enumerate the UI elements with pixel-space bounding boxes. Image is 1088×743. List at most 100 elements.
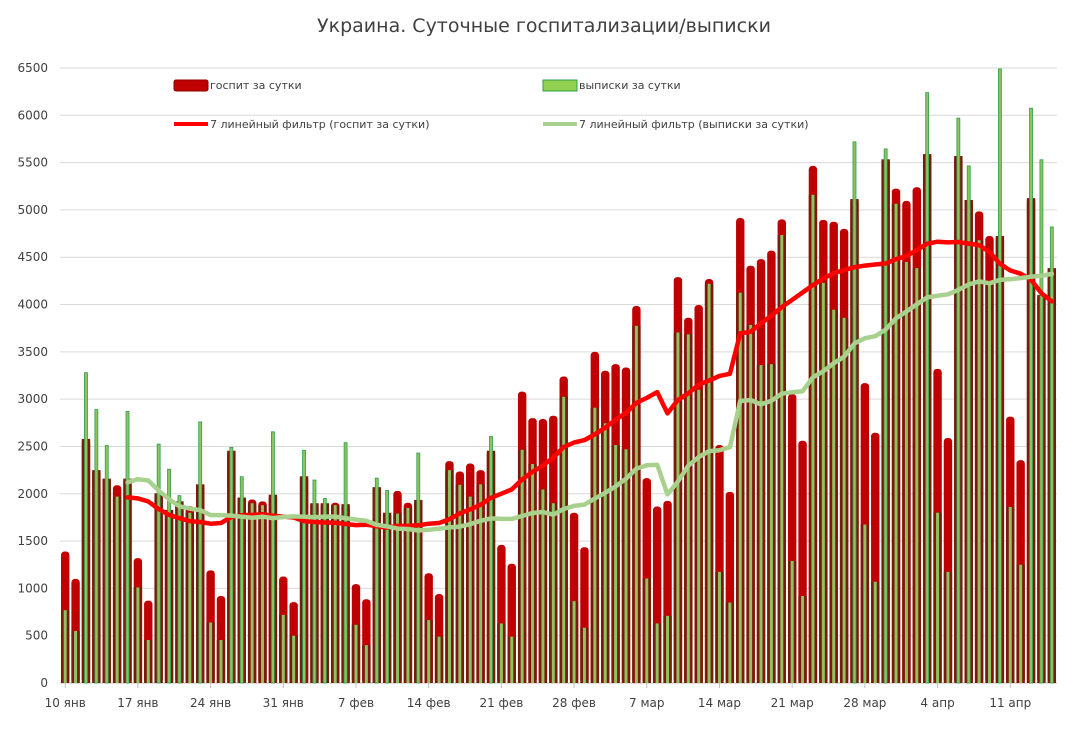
line-discharge-ma	[125, 271, 1055, 533]
y-tick-label: 5000	[17, 203, 48, 217]
x-tick-label: 24 янв	[190, 696, 231, 710]
bar-discharge	[115, 496, 119, 683]
bar-discharge	[531, 463, 535, 683]
legend-label-hosp: госпит за сутки	[210, 79, 302, 92]
bar-discharge	[396, 513, 400, 683]
bar-discharge	[416, 452, 421, 684]
bar-discharge	[146, 639, 150, 683]
bar-discharge	[634, 325, 638, 683]
bar-discharge	[239, 476, 244, 684]
bar-discharge	[343, 442, 348, 684]
chart-title: Украина. Суточные госпитализации/выписки	[317, 15, 771, 37]
bar-discharge	[63, 610, 67, 683]
bar-discharge	[832, 309, 836, 683]
legend-swatch-discharge	[542, 79, 578, 92]
x-tick-label: 17 янв	[117, 696, 158, 710]
bar-discharge	[447, 470, 451, 683]
bar-discharge	[936, 512, 940, 683]
bar-discharge	[686, 334, 690, 683]
bar-discharge	[582, 627, 586, 683]
bar-discharge	[385, 490, 390, 684]
y-tick-label: 3500	[17, 345, 48, 359]
bar-discharge	[987, 281, 991, 683]
bar-discharge	[977, 240, 981, 683]
bar-discharge	[136, 587, 140, 683]
bar-discharge	[250, 503, 254, 683]
gridlines	[60, 67, 1057, 684]
y-tick-label: 3000	[17, 392, 48, 406]
y-tick-label: 0	[40, 676, 48, 690]
x-tick-label: 28 мар	[843, 696, 886, 710]
bar-discharge	[188, 512, 192, 683]
bar-discharge	[302, 449, 306, 684]
bar-discharge	[437, 636, 441, 683]
y-tick-label: 1500	[17, 534, 48, 548]
x-tick-label: 14 мар	[698, 696, 741, 710]
bar-discharge	[261, 505, 265, 683]
bar-discharge	[769, 364, 773, 683]
bar-discharge	[499, 623, 503, 683]
bar-discharge	[655, 623, 659, 683]
bar-discharge	[749, 324, 753, 683]
bar-discharge	[603, 423, 607, 683]
bar-discharge	[821, 282, 825, 683]
legend: госпит за сутки выписки за сутки 7 линей…	[173, 79, 809, 131]
bar-discharge	[894, 203, 898, 683]
bar-discharge	[904, 261, 908, 683]
bar-discharge	[406, 507, 410, 683]
trendlines	[125, 239, 1055, 533]
bar-discharge	[219, 639, 223, 683]
bar-discharge	[997, 68, 1002, 684]
bar-discharge	[333, 505, 337, 683]
bar-discharge	[759, 365, 763, 683]
bar-discharge	[645, 578, 649, 683]
legend-item-discharge-ma: 7 линейный фильтр (выписки за сутки)	[543, 118, 809, 131]
bar-discharge	[852, 141, 857, 684]
legend-label-hosp-ma: 7 линейный фильтр (госпит за сутки)	[210, 118, 430, 131]
bar-discharge	[562, 396, 566, 683]
legend-item-hosp-ma: 7 линейный фильтр (госпит за сутки)	[174, 118, 430, 131]
legend-item-hosp: госпит за сутки	[173, 79, 302, 92]
bar-discharge	[458, 484, 462, 683]
bar-discharge	[883, 148, 888, 684]
bar-discharge	[374, 477, 379, 684]
bar-discharge	[551, 503, 555, 683]
y-tick-label: 2500	[17, 439, 48, 453]
y-tick-label: 2000	[17, 487, 48, 501]
bar-discharge	[572, 601, 576, 683]
x-tick-label: 10 янв	[45, 696, 86, 710]
bar-discharge	[811, 194, 815, 684]
bar-discharge	[915, 268, 919, 683]
x-tick-label: 7 фев	[338, 696, 374, 710]
bar-discharge	[717, 571, 721, 683]
legend-label-discharge: выписки за сутки	[579, 79, 681, 92]
bar-discharge	[292, 635, 296, 683]
bar-discharge	[624, 449, 628, 683]
y-tick-label: 6500	[17, 61, 48, 75]
bar-discharge	[925, 92, 930, 684]
bar-discharge	[707, 283, 711, 683]
legend-swatch-hosp	[173, 79, 209, 92]
bar-discharge	[1008, 507, 1012, 683]
bar-discharge	[956, 117, 961, 684]
bar-discharge	[676, 332, 680, 683]
y-tick-label: 1000	[17, 581, 48, 595]
bar-discharge	[1019, 564, 1023, 683]
bar-discharge	[541, 489, 545, 683]
bar-discharge	[167, 468, 171, 684]
bar-discharge	[125, 411, 130, 684]
bar-discharge	[198, 421, 203, 684]
bar-discharge	[1039, 159, 1044, 684]
y-tick-label: 4000	[17, 298, 48, 312]
bar-discharge	[873, 581, 877, 683]
bars	[60, 68, 1057, 684]
bar-discharge	[312, 479, 317, 684]
bar-discharge	[104, 445, 109, 684]
legend-label-discharge-ma: 7 линейный фильтр (выписки за сутки)	[579, 118, 809, 131]
bar-discharge	[354, 624, 358, 683]
legend-item-discharge: выписки за сутки	[542, 79, 681, 92]
bar-discharge	[364, 645, 368, 683]
x-tick-label: 11 апр	[989, 696, 1031, 710]
bar-discharge	[229, 447, 234, 684]
